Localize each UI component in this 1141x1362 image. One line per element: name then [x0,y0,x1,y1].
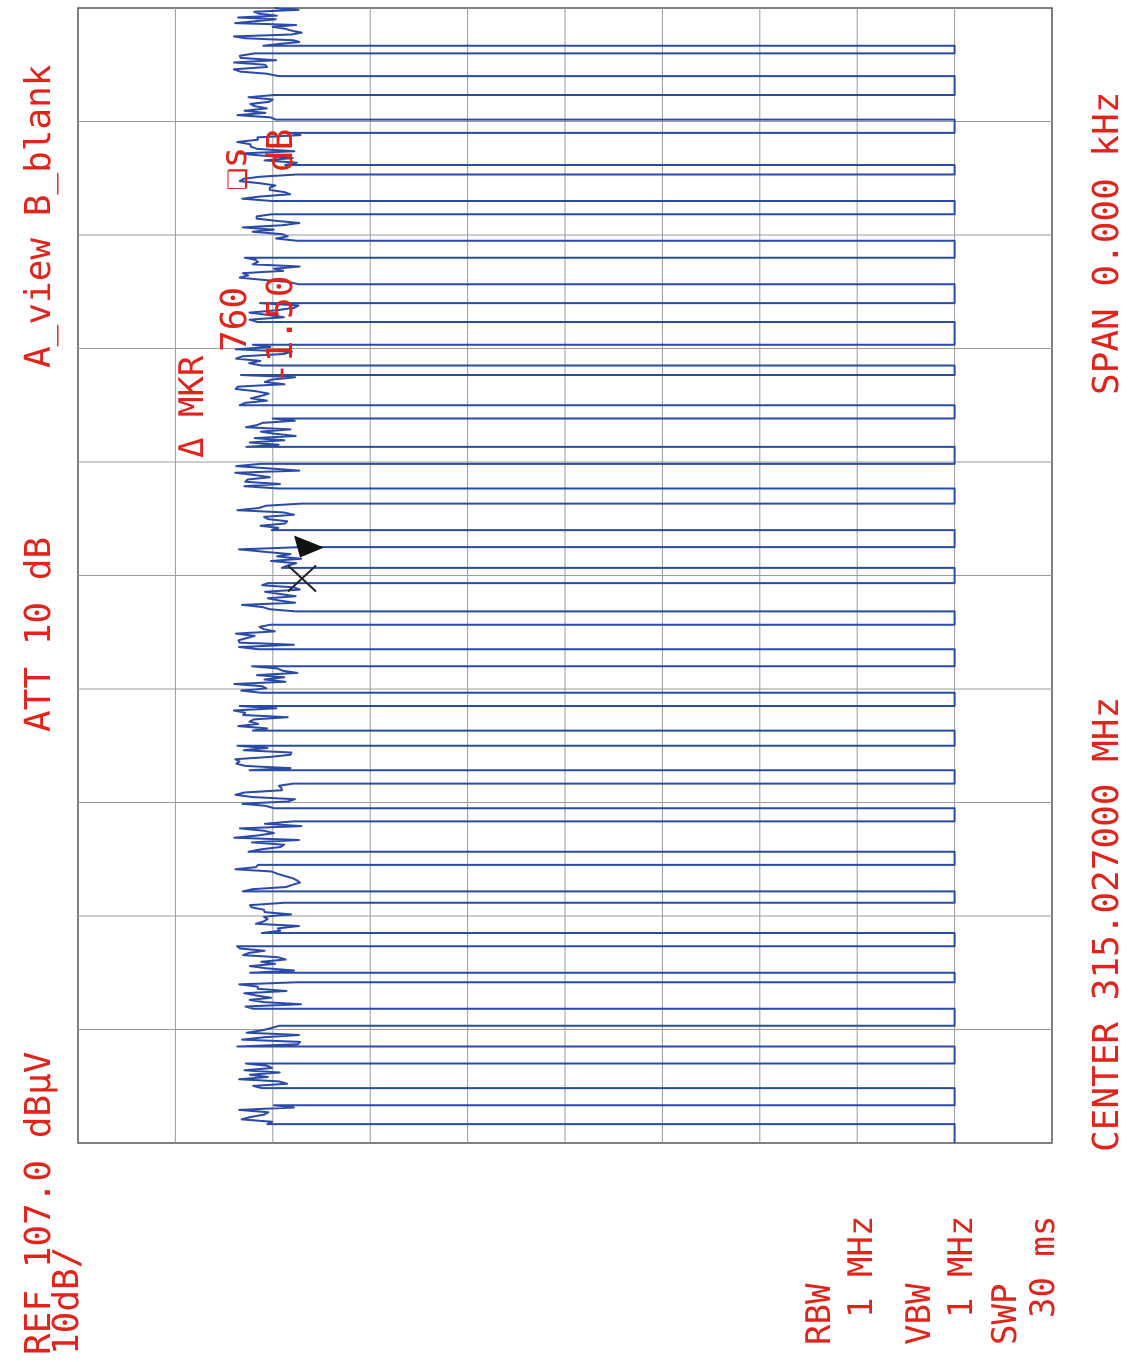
sweep-label: SWP [985,1284,1025,1345]
sweep-value: 30 ms [1023,1216,1063,1318]
graticule [77,7,1053,1144]
marker-time-value: 760 [214,287,255,352]
marker-level-value: -1.50 [260,276,301,384]
trace-mode-label: A_view B_blank [18,64,59,368]
vbw-label: VBW [899,1283,939,1345]
span-label: SPAN 0.000 kHz [1086,92,1127,395]
marker-level-unit: dB [260,129,301,172]
marker-triangle-icon [294,535,325,558]
delta-marker [287,535,325,593]
marker-label: Δ MKR [172,355,212,458]
signal-trace [232,7,956,1143]
ref-level-label: REF 107.0 dBμV [18,1052,59,1355]
marker-time-unit: ❑s [214,147,255,190]
pulse-trace-line [232,7,956,1143]
scale-label: 10dB/ [46,1247,87,1355]
marker-cross-icon [287,564,317,593]
rbw-label: RBW [799,1283,839,1345]
rbw-value: 1 MHz [841,1216,881,1318]
attenuation-label: ATT 10 dB [18,537,59,732]
center-frequency-label: CENTER 315.027000 MHz [1086,697,1127,1152]
vbw-value: 1 MHz [941,1216,981,1318]
